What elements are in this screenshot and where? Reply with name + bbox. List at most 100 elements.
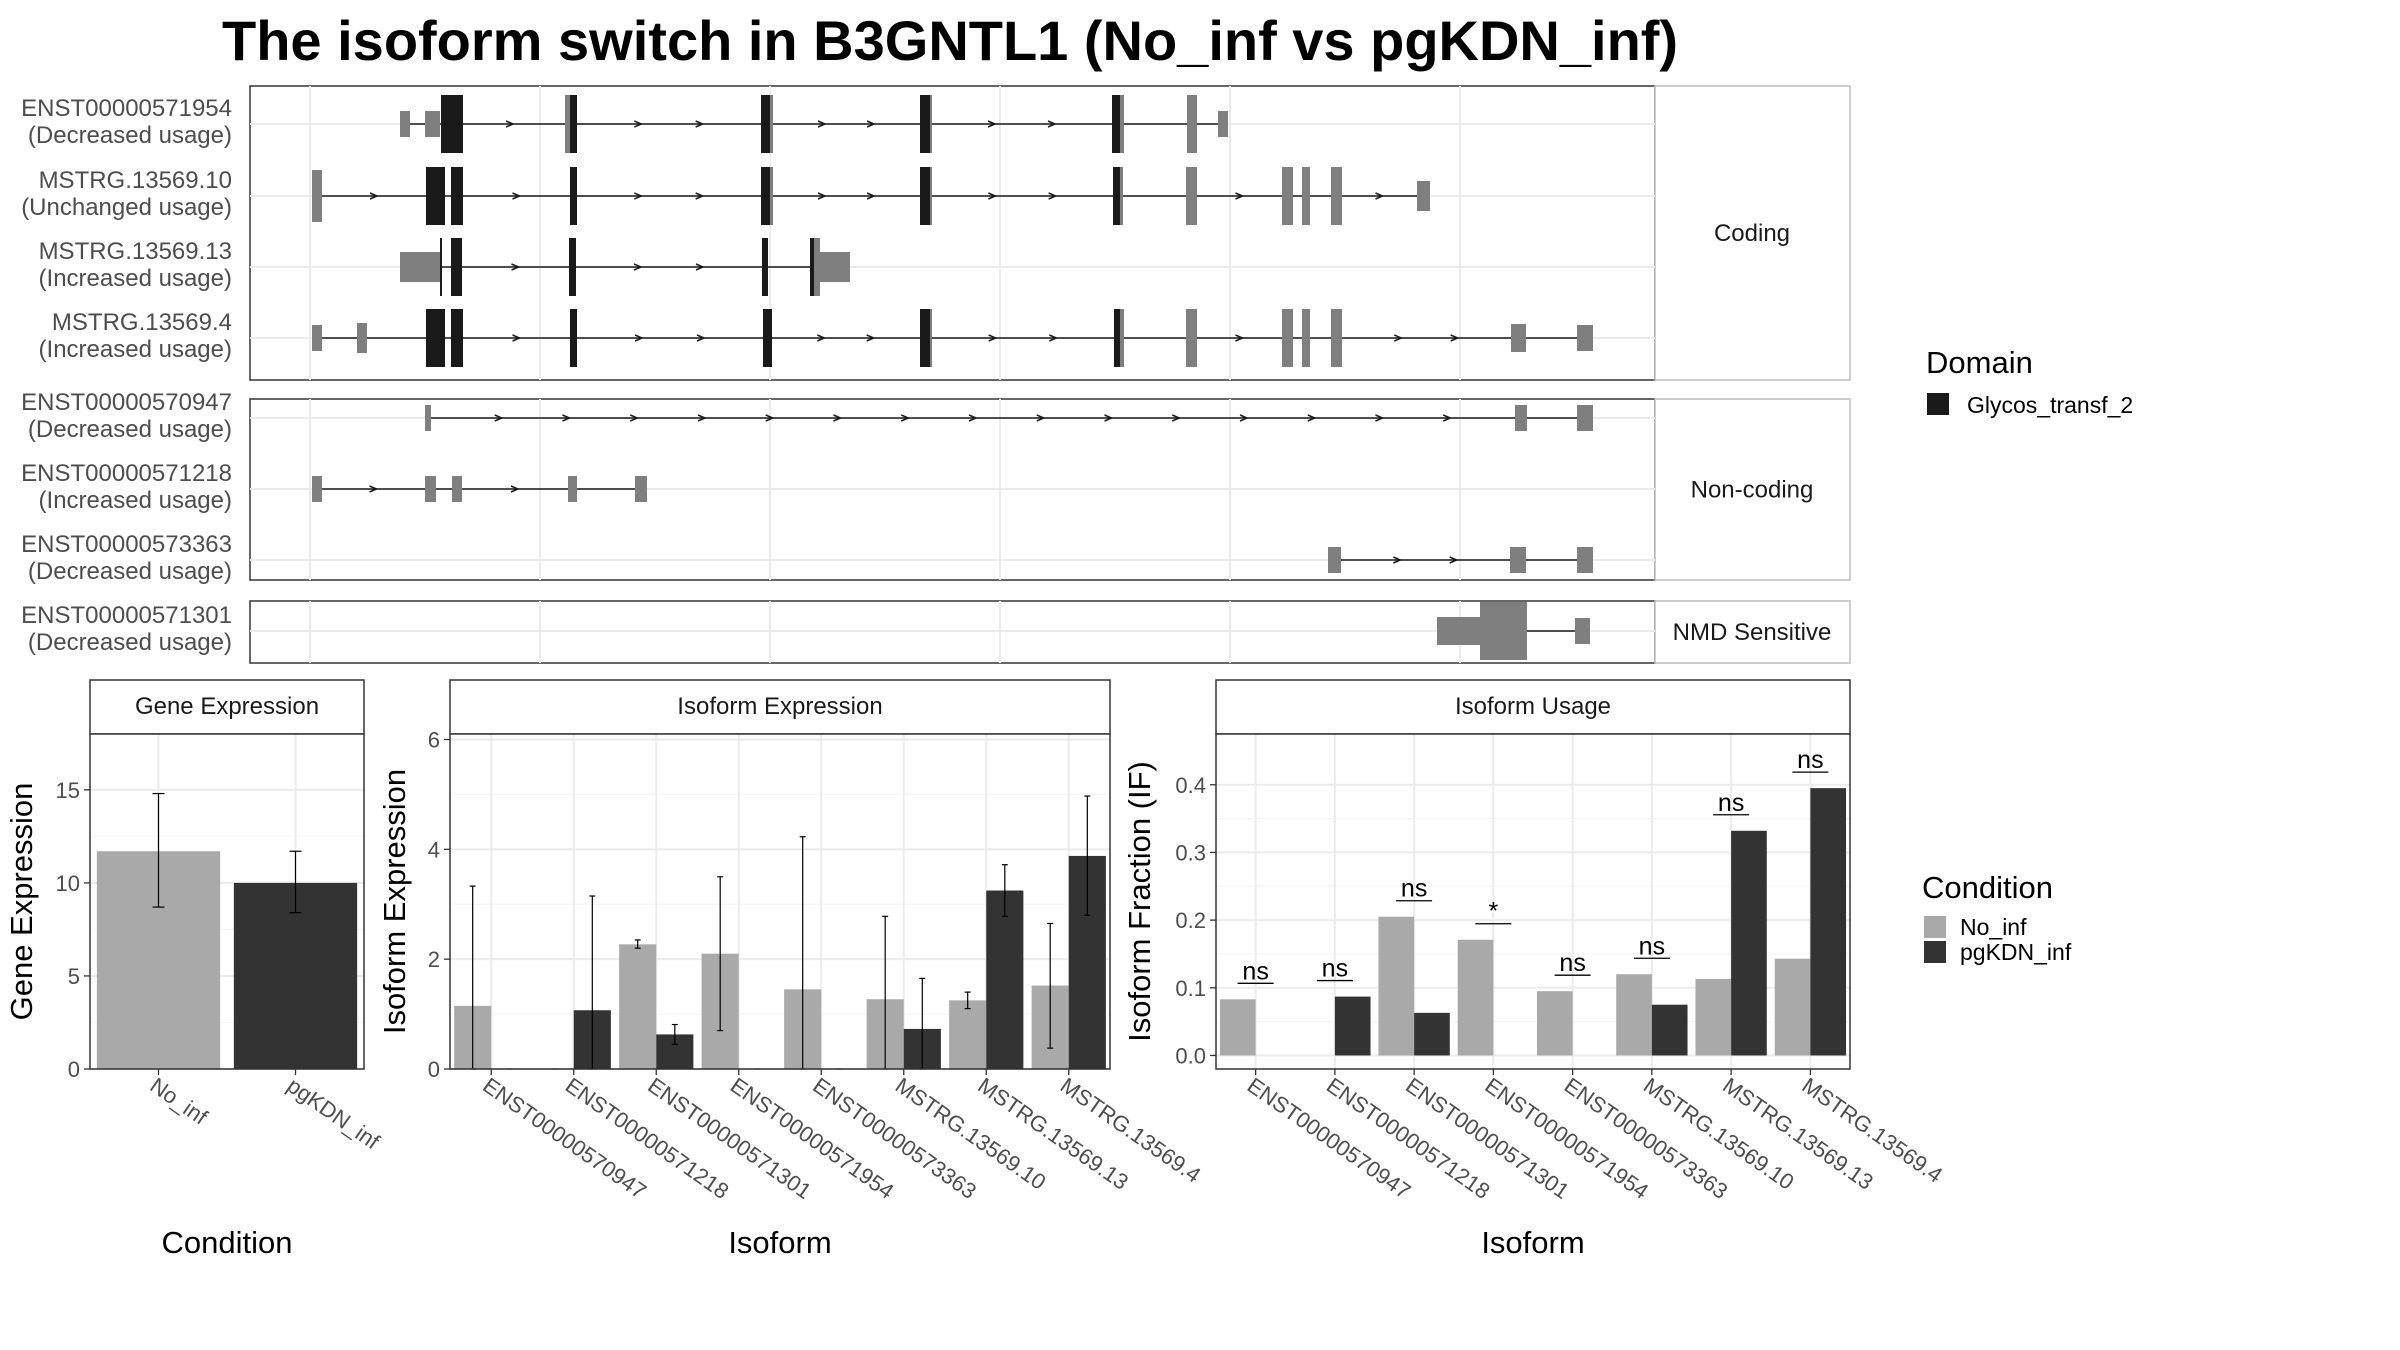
- condition-legend-title: Condition: [1922, 870, 2053, 905]
- y-tick-label: 0: [428, 1057, 440, 1082]
- significance-label: ns: [1242, 957, 1268, 985]
- transcript-id-label: MSTRG.13569.4: [52, 309, 232, 336]
- exon-block: [452, 476, 462, 502]
- bar-pgKDN_inf-MSTRG.13569.10: [1651, 1004, 1688, 1056]
- domain-block: [763, 309, 772, 367]
- exon-block: [1511, 324, 1526, 352]
- intron-arrow: [866, 334, 876, 342]
- exon-block: [568, 476, 577, 502]
- intron-arrow: [562, 414, 572, 422]
- panel-strip: [1215, 679, 1851, 735]
- intron-arrow: [988, 334, 998, 342]
- intron-arrow: [494, 414, 504, 422]
- transcript-usage-label: (Decreased usage): [28, 122, 232, 149]
- exon-block: [1328, 547, 1341, 573]
- intron-arrow: [695, 192, 705, 200]
- condition-key-pgkdn-inf: [1924, 941, 1946, 963]
- x-axis-title: Isoform: [1481, 1225, 1584, 1260]
- structure-group-strip: [1654, 398, 1851, 581]
- exon-block: [1302, 309, 1310, 367]
- domain-block: [810, 238, 814, 296]
- intron-arrow: [900, 414, 911, 422]
- bar-No_inf-MSTRG.13569.13: [1695, 978, 1732, 1056]
- bar-pgKDN_inf-ENST00000571218: [1334, 996, 1371, 1056]
- bar-pgKDN_inf-MSTRG.13569.13: [986, 890, 1024, 1069]
- y-tick-label: 6: [428, 727, 440, 752]
- exon-block: [1575, 618, 1590, 644]
- transcript-usage-label: (Decreased usage): [28, 558, 232, 585]
- exon-block: [312, 476, 322, 502]
- domain-block: [451, 167, 463, 225]
- domain-block: [570, 309, 577, 367]
- x-axis-title: Condition: [162, 1225, 293, 1260]
- x-axis-title: Isoform: [728, 1225, 831, 1260]
- intron-arrow: [1393, 556, 1403, 564]
- significance-label: *: [1489, 898, 1499, 926]
- bar-No_inf-ENST00000571954: [1457, 939, 1494, 1056]
- exon-block: [425, 111, 440, 137]
- exon-block: [1480, 602, 1527, 660]
- figure-title: The isoform switch in B3GNTL1 (No_inf vs…: [222, 9, 1678, 72]
- panel-frame: [89, 733, 365, 1070]
- intron-arrow: [634, 334, 644, 342]
- exon-block: [1437, 617, 1485, 645]
- y-axis-title: Isoform Expression: [377, 769, 412, 1034]
- intron-arrow: [1235, 192, 1245, 200]
- intron-arrow: [1375, 192, 1385, 200]
- intron-arrow: [1036, 414, 1046, 422]
- significance-label: ns: [1639, 932, 1665, 960]
- y-tick-label: 15: [56, 778, 80, 803]
- intron-arrow: [817, 334, 827, 342]
- condition-label-no-inf: No_inf: [1960, 914, 2027, 940]
- intron-arrow: [1235, 334, 1245, 342]
- domain-legend: Domain Glycos_transf_2: [1926, 345, 2133, 418]
- domain-block: [761, 167, 770, 225]
- domain-block: [920, 309, 930, 367]
- bar-No_inf-MSTRG.13569.4: [1774, 958, 1811, 1056]
- intron-arrow: [697, 414, 707, 422]
- y-tick-label: 5: [68, 964, 80, 989]
- bar-No_inf-ENST00000570947: [1219, 999, 1256, 1056]
- bar-No_inf-ENST00000571301: [619, 944, 657, 1069]
- panel-frame: [1215, 733, 1851, 1070]
- y-tick-label: 4: [428, 837, 440, 862]
- domain-legend-label: Glycos_transf_2: [1967, 392, 2133, 418]
- exon-block: [312, 325, 322, 351]
- intron-arrow: [1442, 414, 1453, 422]
- exon-block: [1417, 181, 1430, 211]
- bar-No_inf-MSTRG.13569.10: [1616, 974, 1652, 1056]
- bar-pgKDN_inf-ENST00000571301: [1414, 1012, 1450, 1056]
- exon-block: [1187, 95, 1197, 153]
- exon-block: [425, 405, 431, 431]
- transcript-usage-label: (Increased usage): [39, 336, 232, 363]
- intron-arrow: [505, 120, 515, 128]
- intron-arrow: [633, 263, 643, 271]
- intron-arrow: [369, 192, 379, 200]
- bar-pgKDN_inf-MSTRG.13569.13: [1731, 830, 1767, 1056]
- y-axis-title: Isoform Fraction (IF): [1122, 761, 1157, 1042]
- intron-arrow: [1394, 334, 1404, 342]
- intron-arrow: [765, 414, 775, 422]
- structure-group-label: Non-coding: [1691, 477, 1814, 504]
- bar-pgKDN_inf: [233, 882, 358, 1069]
- exon-block: [1186, 309, 1197, 367]
- panel-strip: [89, 679, 365, 735]
- intron-arrow: [1048, 192, 1058, 200]
- intron-arrow: [1171, 414, 1182, 422]
- exon-block: [1577, 547, 1593, 573]
- exon-block: [1577, 325, 1593, 351]
- intron-arrow: [1375, 414, 1385, 422]
- exon-block: [810, 238, 820, 296]
- exon-block: [1331, 167, 1342, 225]
- exon-block: [1515, 405, 1527, 431]
- panel-strip-label: Isoform Usage: [1455, 693, 1611, 720]
- structure-group-frame: [249, 85, 1656, 381]
- intron-arrow: [512, 192, 522, 200]
- significance-label: ns: [1401, 875, 1427, 903]
- exon-block: [1510, 547, 1526, 573]
- y-tick-label: 10: [56, 871, 80, 896]
- exon-block: [357, 323, 367, 353]
